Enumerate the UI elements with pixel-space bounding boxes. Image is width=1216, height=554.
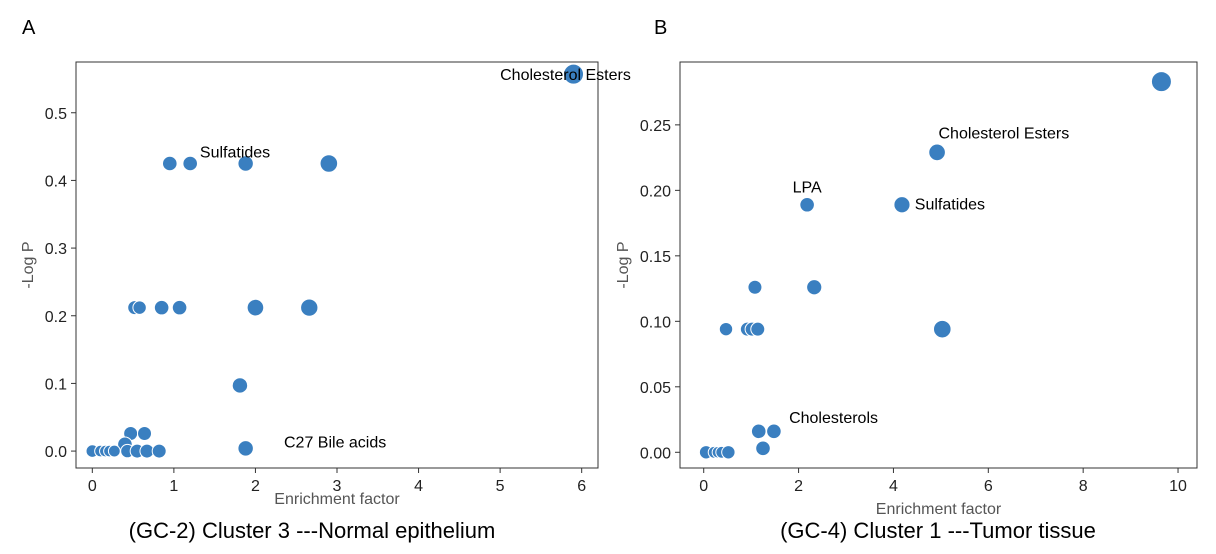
y-tick-label: 0.0 bbox=[45, 444, 67, 461]
x-tick-label: 2 bbox=[794, 478, 803, 495]
data-point bbox=[766, 423, 782, 440]
plot-frame bbox=[75, 61, 599, 469]
data-point bbox=[300, 298, 319, 317]
data-point bbox=[750, 321, 766, 337]
data-point bbox=[132, 300, 147, 315]
data-point bbox=[932, 319, 952, 339]
y-tick-label: 0.5 bbox=[45, 106, 67, 123]
data-point bbox=[137, 425, 153, 441]
data-point bbox=[151, 443, 167, 459]
y-tick-label: 0.20 bbox=[640, 183, 671, 200]
panel-caption: (GC-4) Cluster 1 ---Tumor tissue bbox=[780, 518, 1096, 543]
x-tick-label: 1 bbox=[169, 478, 178, 495]
y-tick-label: 0.3 bbox=[45, 241, 67, 258]
data-point bbox=[750, 423, 767, 440]
data-point bbox=[1150, 71, 1172, 93]
data-point bbox=[231, 377, 249, 394]
y-tick-label: 0.1 bbox=[45, 376, 67, 393]
panel-a-scatter-chart: A 0 1 2 3 4 5 6 0.0 0.1 0.2 0.3 0.4 0.5 Enrichment fac… bbox=[20, 17, 631, 543]
x-tick-label: 0 bbox=[699, 478, 708, 495]
point-annotation: C27 Bile acids bbox=[284, 435, 386, 452]
y-axis-label: -Log P bbox=[615, 241, 632, 288]
data-point bbox=[806, 279, 823, 296]
data-point bbox=[153, 299, 170, 316]
data-point bbox=[237, 440, 254, 457]
point-annotation: Cholesterols bbox=[789, 410, 878, 427]
x-tick-label: 4 bbox=[414, 478, 423, 495]
point-annotation: Sulfatides bbox=[915, 196, 985, 213]
point-annotation: Cholesterol Esters bbox=[500, 67, 631, 84]
x-tick-label: 0 bbox=[88, 478, 97, 495]
data-point bbox=[721, 445, 736, 460]
data-point bbox=[747, 279, 763, 295]
x-tick-label: 6 bbox=[984, 478, 993, 495]
panel-b-scatter-chart: B 0 2 4 6 8 10 0.00 0.05 0.10 0.15 0.20 0.25 Enrichme… bbox=[615, 17, 1198, 543]
y-tick-label: 0.4 bbox=[45, 173, 67, 190]
x-tick-label: 5 bbox=[496, 478, 505, 495]
panel-letter: A bbox=[22, 17, 36, 39]
point-annotation: LPA bbox=[793, 179, 822, 196]
point-annotation: Sulfatides bbox=[200, 144, 270, 161]
x-tick-label: 6 bbox=[577, 478, 586, 495]
panel-caption: (GC-2) Cluster 3 ---Normal epithelium bbox=[129, 518, 496, 543]
data-point bbox=[237, 155, 254, 172]
data-point bbox=[755, 440, 771, 457]
y-tick-label: 0.2 bbox=[45, 309, 67, 326]
data-point bbox=[171, 299, 188, 316]
data-point bbox=[107, 444, 121, 458]
y-tick-label: 0.15 bbox=[640, 249, 671, 266]
data-point bbox=[182, 155, 198, 172]
y-axis-label: -Log P bbox=[20, 241, 37, 288]
y-tick-label: 0.25 bbox=[640, 118, 671, 135]
y-tick-label: 0.00 bbox=[640, 445, 671, 462]
x-axis-label: Enrichment factor bbox=[876, 501, 1002, 518]
y-tick-label: 0.10 bbox=[640, 314, 671, 331]
data-point bbox=[319, 154, 339, 173]
data-point bbox=[718, 321, 734, 337]
x-tick-label: 4 bbox=[889, 478, 898, 495]
x-tick-label: 10 bbox=[1169, 478, 1187, 495]
plot-frame bbox=[679, 61, 1198, 469]
x-tick-label: 2 bbox=[251, 478, 260, 495]
data-point bbox=[893, 196, 911, 214]
data-point bbox=[161, 155, 178, 172]
point-annotation: Cholesterol Esters bbox=[939, 126, 1070, 143]
data-point bbox=[563, 63, 585, 85]
data-point bbox=[928, 143, 946, 162]
data-point bbox=[799, 196, 815, 213]
panel-letter: B bbox=[654, 17, 667, 39]
x-tick-label: 3 bbox=[333, 478, 342, 495]
x-tick-label: 8 bbox=[1079, 478, 1088, 495]
y-tick-label: 0.05 bbox=[640, 380, 671, 397]
x-axis-label: Enrichment factor bbox=[274, 491, 400, 508]
data-point bbox=[246, 298, 265, 317]
